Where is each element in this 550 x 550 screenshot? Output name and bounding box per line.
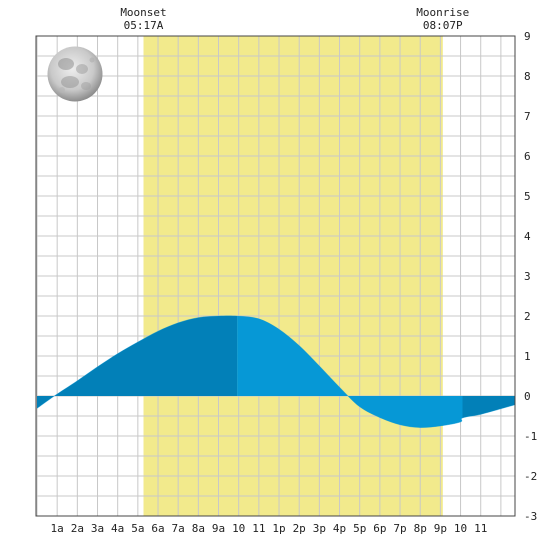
y-tick-label: 1 (524, 350, 531, 363)
x-tick-label: 9p (434, 522, 447, 535)
tide-series-line (36, 315, 516, 428)
tide-area-segment (37, 315, 238, 409)
tide-area (36, 315, 516, 428)
full-moon-icon (47, 46, 103, 102)
x-tick-label: 7a (172, 522, 185, 535)
y-tick-label: 4 (524, 230, 531, 243)
y-tick-label: -3 (524, 510, 537, 523)
moonrise-label: Moonrise (416, 6, 469, 19)
x-tick-label: 5p (353, 522, 366, 535)
x-tick-label: 7p (393, 522, 406, 535)
y-axis-ticks: -3 -2 -1 0 1 2 3 4 5 6 7 8 9 (524, 30, 537, 523)
moonset-time: 05:17A (124, 19, 164, 32)
x-tick-label: 6a (151, 522, 164, 535)
y-tick-label: -2 (524, 470, 537, 483)
moonrise-header: Moonrise 08:07P (416, 6, 469, 32)
x-tick-label: 1p (272, 522, 285, 535)
y-tick-label: 8 (524, 70, 531, 83)
y-tick-label: 0 (524, 390, 531, 403)
x-tick-label: 8p (414, 522, 427, 535)
x-tick-label: 3p (313, 522, 326, 535)
x-tick-label: 2a (71, 522, 84, 535)
x-tick-label: 1a (51, 522, 64, 535)
moonset-label: Moonset (120, 6, 166, 19)
x-tick-label: 3a (91, 522, 104, 535)
tide-area-segment (462, 396, 515, 418)
moonrise-time: 08:07P (423, 19, 463, 32)
x-tick-label: 11 (252, 522, 265, 535)
x-tick-label: 9a (212, 522, 225, 535)
x-tick-label: 8a (192, 522, 205, 535)
plot-border (35, 35, 516, 517)
x-axis-ticks: 1a 2a 3a 4a 5a 6a 7a 8a 9a 10 11 1p 2p 3p 4p 5p 6p 7p 8p 9p… (51, 522, 488, 535)
x-tick-label: 4a (111, 522, 124, 535)
x-tick-label: 11 (474, 522, 487, 535)
tide-area-segment (237, 316, 463, 428)
x-tick-label: 2p (293, 522, 306, 535)
moonset-header: Moonset 05:17A (120, 6, 166, 32)
y-tick-label: 2 (524, 310, 531, 323)
x-tick-label: 10 (232, 522, 245, 535)
y-tick-label: 6 (524, 150, 531, 163)
y-tick-label: -1 (524, 430, 537, 443)
x-tick-label: 4p (333, 522, 346, 535)
y-tick-label: 7 (524, 110, 531, 123)
x-tick-label: 6p (373, 522, 386, 535)
x-tick-label: 10 (454, 522, 467, 535)
x-tick-label: 5a (131, 522, 144, 535)
y-tick-label: 5 (524, 190, 531, 203)
y-tick-label: 9 (524, 30, 531, 43)
grid (36, 35, 515, 517)
plot-frame (35, 35, 516, 517)
y-tick-label: 3 (524, 270, 531, 283)
